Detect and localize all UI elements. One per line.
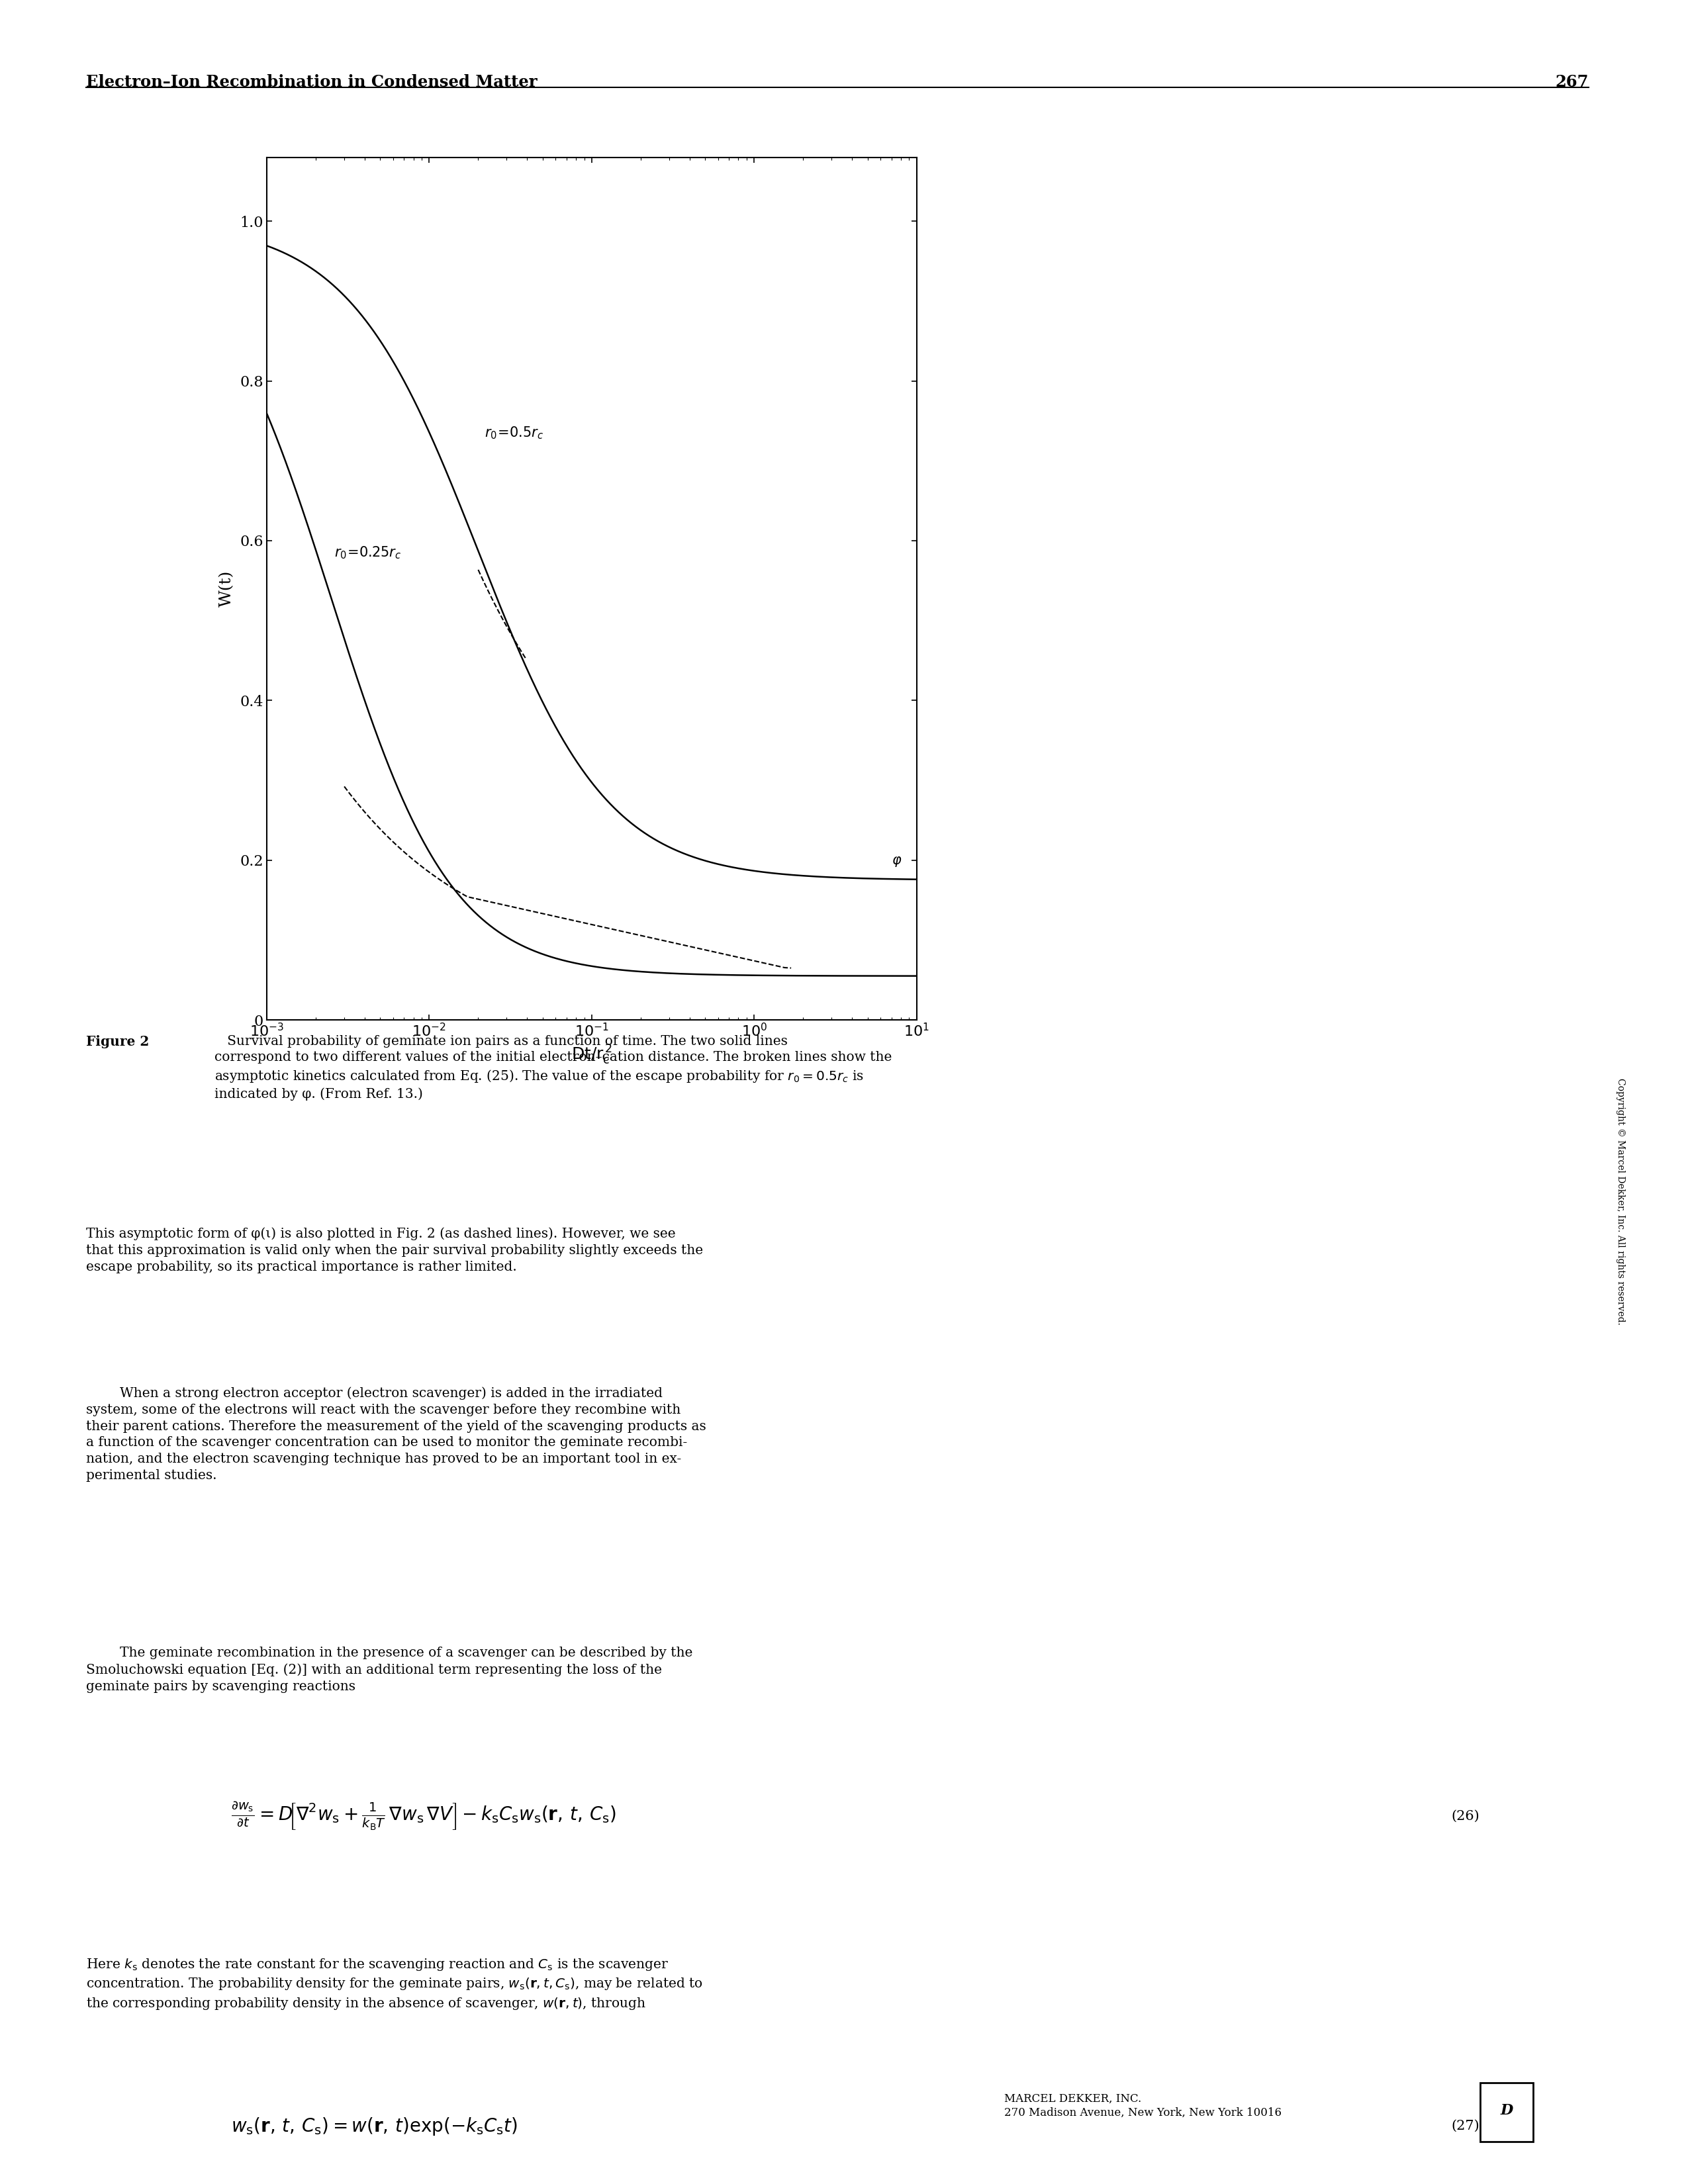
Text: This asymptotic form of φ(ι) is also plotted in Fig. 2 (as dashed lines). Howeve: This asymptotic form of φ(ι) is also plo… xyxy=(86,1227,704,1273)
Text: Figure 2: Figure 2 xyxy=(86,1035,149,1048)
Text: MARCEL DEKKER, INC.
270 Madison Avenue, New York, New York 10016: MARCEL DEKKER, INC. 270 Madison Avenue, … xyxy=(1004,2094,1281,2118)
Text: $r_0\!=\!0.25r_c$: $r_0\!=\!0.25r_c$ xyxy=(334,544,402,561)
Text: 267: 267 xyxy=(1555,74,1588,90)
X-axis label: $\mathrm{Dt/r_c^{\,2}}$: $\mathrm{Dt/r_c^{\,2}}$ xyxy=(571,1044,613,1066)
Text: Copyright © Marcel Dekker, Inc. All rights reserved.: Copyright © Marcel Dekker, Inc. All righ… xyxy=(1615,1079,1626,1324)
Text: $w_{\rm s}({\bf r},\, t,\, C_{\rm s}) = w({\bf r},\, t)\exp(-k_{\rm s}C_{\rm s}t: $w_{\rm s}({\bf r},\, t,\, C_{\rm s}) = … xyxy=(231,2116,518,2136)
Text: When a strong electron acceptor (electron scavenger) is added in the irradiated
: When a strong electron acceptor (electro… xyxy=(86,1387,706,1481)
Text: D: D xyxy=(1501,2103,1512,2118)
Text: (27): (27) xyxy=(1452,2121,1480,2132)
Text: Electron–Ion Recombination in Condensed Matter: Electron–Ion Recombination in Condensed … xyxy=(86,74,537,90)
Text: The geminate recombination in the presence of a scavenger can be described by th: The geminate recombination in the presen… xyxy=(86,1647,692,1693)
Text: Here $k_{\rm s}$ denotes the rate constant for the scavenging reaction and $C_{\: Here $k_{\rm s}$ denotes the rate consta… xyxy=(86,1957,702,2011)
Y-axis label: W(t): W(t) xyxy=(219,570,235,607)
Text: $\varphi$: $\varphi$ xyxy=(891,854,901,867)
Text: Survival probability of geminate ion pairs as a function of time. The two solid : Survival probability of geminate ion pai… xyxy=(214,1035,891,1101)
Text: (26): (26) xyxy=(1452,1811,1480,1821)
Text: $r_0\!=\!0.5r_c$: $r_0\!=\!0.5r_c$ xyxy=(484,426,544,441)
Text: $\frac{\partial w_{\rm s}}{\partial t} = D\!\left[\nabla^2 w_{\rm s} + \frac{1}{: $\frac{\partial w_{\rm s}}{\partial t} =… xyxy=(231,1800,616,1832)
